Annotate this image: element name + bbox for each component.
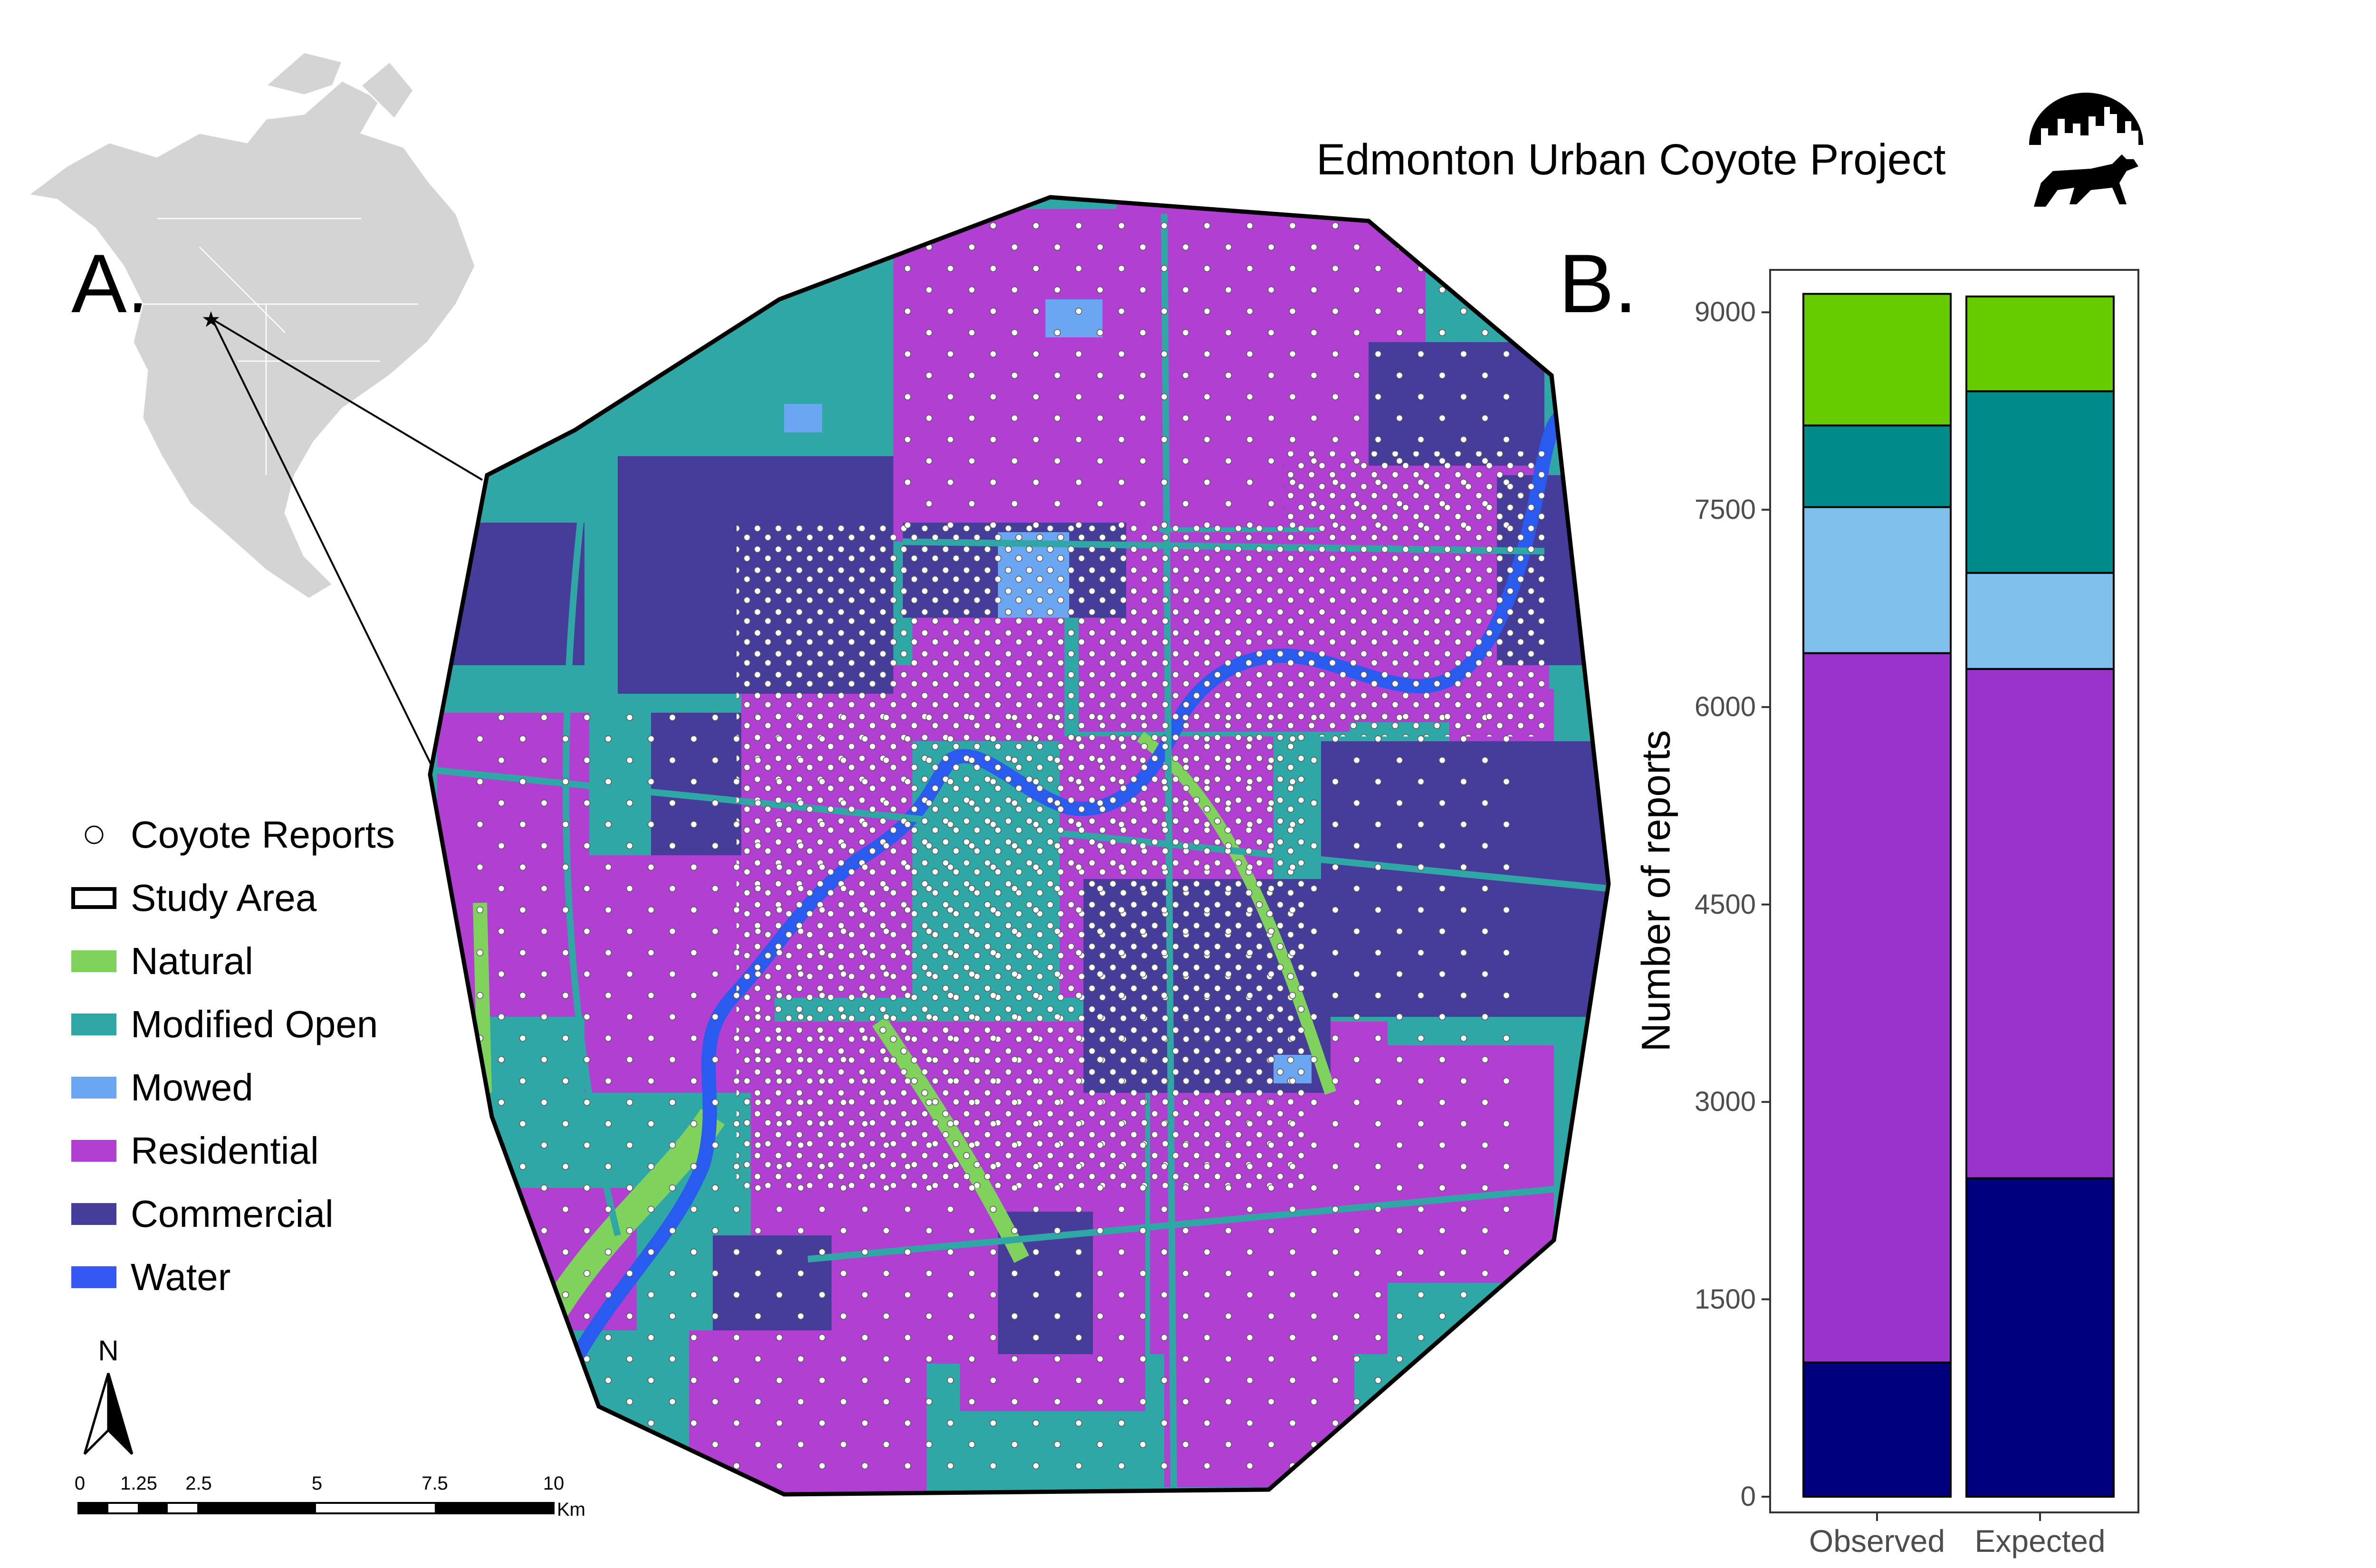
legend-item-study-area: Study Area	[71, 877, 316, 919]
project-title: Edmonton Urban Coyote Project	[1316, 135, 1946, 184]
legend-label-residential: Residential	[131, 1129, 319, 1172]
y-tick-label: 4500	[1694, 889, 1756, 920]
scale-tick-0: 0	[74, 1473, 86, 1494]
scale-unit: Km	[557, 1499, 585, 1520]
x-tick-label: Observed	[1809, 1523, 1945, 1558]
bar-expected-mowed	[1965, 572, 2115, 670]
legend-label-natural: Natural	[131, 940, 253, 982]
y-tick-label: 6000	[1694, 691, 1756, 723]
bar-observed-mowed	[1802, 506, 1952, 654]
legend-item-natural: Natural	[71, 940, 253, 983]
legend-label-commercial: Commercial	[131, 1193, 334, 1235]
legend-item-mowed: Mowed	[71, 1066, 253, 1109]
legend-label-study-area: Study Area	[131, 877, 317, 919]
bar-observed-modified-open	[1802, 424, 1952, 508]
legend-label-reports: Coyote Reports	[131, 813, 395, 856]
legend-item-commercial: Commercial	[71, 1193, 334, 1235]
bar-observed-commercial	[1802, 1361, 1952, 1498]
residential-swatch	[71, 1140, 116, 1162]
bar-expected-natural	[1965, 296, 2115, 392]
legend-label-water: Water	[131, 1256, 231, 1298]
y-tick-label: 9000	[1694, 296, 1756, 328]
legend-label-mowed: Mowed	[131, 1066, 253, 1109]
y-tick-label: 3000	[1694, 1086, 1756, 1118]
scale-tick-5: 10	[543, 1473, 565, 1494]
study-area-map	[430, 197, 1609, 1494]
y-tick-label: 7500	[1694, 494, 1756, 525]
north-label: N	[98, 1335, 119, 1367]
legend-item-reports: Coyote Reports	[71, 813, 395, 856]
water-swatch	[71, 1266, 116, 1288]
bar-expected-modified-open	[1965, 390, 2115, 574]
north-arrow-icon	[83, 1373, 134, 1455]
coyote-logo-icon	[2029, 93, 2143, 207]
report-point-icon	[71, 824, 116, 846]
scale-tick-1: 1.25	[120, 1473, 157, 1494]
legend-label-modified-open: Modified Open	[131, 1003, 378, 1045]
y-tick-label: 1500	[1694, 1283, 1756, 1315]
commercial-swatch	[71, 1203, 116, 1225]
panel-b-label: B.	[1559, 238, 1638, 330]
bar-expected-residential	[1965, 668, 2115, 1179]
legend-item-residential: Residential	[71, 1129, 319, 1172]
legend-item-modified-open: Modified Open	[71, 1003, 378, 1046]
x-tick-label: Expected	[1974, 1523, 2106, 1558]
y-tick-label: 0	[1740, 1481, 1756, 1512]
bar-observed-residential	[1802, 652, 1952, 1364]
scale-tick-4: 7.5	[422, 1473, 448, 1494]
scale-bar	[77, 1502, 555, 1514]
study-area-swatch	[71, 887, 116, 909]
north-america-inset: ★	[27, 51, 483, 773]
bar-observed-natural	[1802, 293, 1952, 427]
legend-item-water: Water	[71, 1256, 230, 1299]
scale-tick-3: 5	[311, 1473, 323, 1494]
modified-open-swatch	[71, 1013, 116, 1035]
natural-swatch	[71, 950, 116, 972]
scale-tick-2: 2.5	[185, 1473, 212, 1494]
y-axis-label: Number of reports	[1633, 730, 1678, 1052]
bar-expected-commercial	[1965, 1177, 2115, 1498]
mowed-swatch	[71, 1077, 116, 1099]
study-area-boundary	[428, 195, 1611, 1497]
